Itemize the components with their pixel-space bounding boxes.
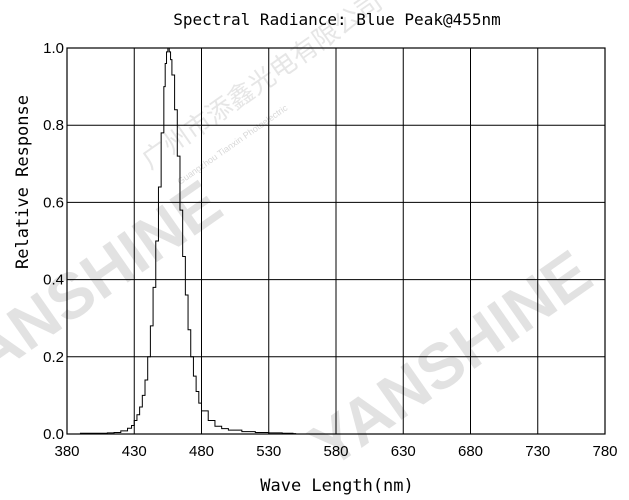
x-tick-label-1: 430 — [122, 443, 147, 460]
y-axis-ticks: 0.0 0.2 0.4 0.6 0.8 1.0 — [43, 40, 64, 443]
x-tick-label-8: 780 — [592, 443, 617, 460]
x-tick-label-7: 730 — [525, 443, 550, 460]
y-tick-label-4: 0.8 — [43, 117, 64, 134]
x-tick-label-3: 530 — [256, 443, 281, 460]
x-axis-label: Wave Length(nm) — [260, 476, 414, 496]
chart-title: Spectral Radiance: Blue Peak@455nm — [173, 10, 501, 29]
y-tick-label-1: 0.2 — [43, 349, 64, 366]
y-tick-label-0: 0.0 — [43, 426, 64, 443]
y-axis-label: Relative Response — [13, 95, 33, 269]
series-line-0 — [67, 47, 605, 435]
y-tick-label-3: 0.6 — [43, 194, 64, 211]
x-tick-label-2: 480 — [189, 443, 214, 460]
x-tick-label-0: 380 — [54, 443, 79, 460]
y-tick-label-2: 0.4 — [43, 272, 64, 289]
chart-grid — [66, 47, 606, 435]
x-axis-ticks: 380 430 480 530 580 630 680 730 780 — [54, 443, 617, 460]
watermark-brand-left: YANSHINE — [0, 166, 234, 411]
plot-area — [67, 47, 605, 435]
x-tick-label-6: 680 — [458, 443, 483, 460]
y-tick-label-5: 1.0 — [43, 40, 64, 57]
x-tick-label-4: 580 — [323, 443, 348, 460]
x-tick-label-5: 630 — [391, 443, 416, 460]
watermark: YANSHINE YANSHINE 广州市添鑫光电有限公司 Guangzhou … — [0, 0, 604, 481]
